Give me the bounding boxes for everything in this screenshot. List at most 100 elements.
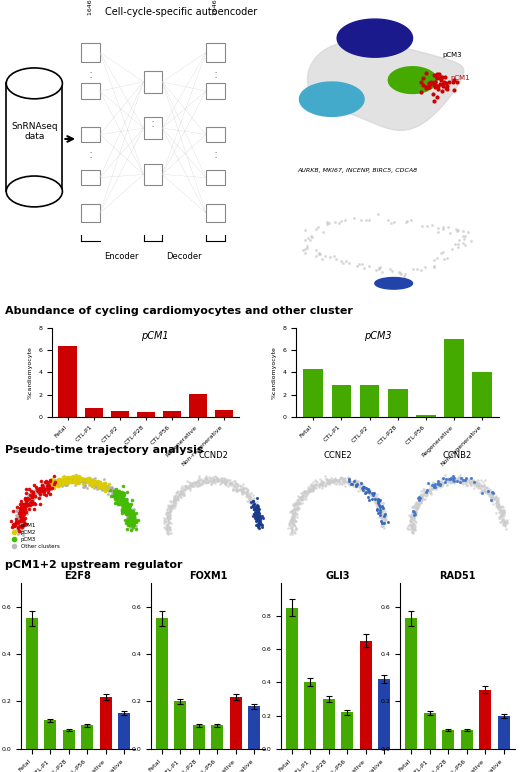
Point <box>291 527 300 540</box>
Point <box>373 487 381 499</box>
Point <box>117 495 125 507</box>
Point <box>255 515 263 527</box>
Point <box>251 501 259 513</box>
Point <box>14 523 22 536</box>
Point <box>100 472 109 485</box>
Point <box>417 485 425 497</box>
Point <box>437 476 445 489</box>
Point <box>211 470 219 482</box>
Point <box>163 510 171 523</box>
Point <box>164 520 172 533</box>
Point <box>84 472 92 484</box>
Point <box>165 512 173 524</box>
Point <box>87 476 95 489</box>
Point <box>366 214 374 226</box>
Point <box>242 488 251 500</box>
Point <box>250 499 258 511</box>
Point <box>125 519 134 531</box>
Point <box>356 478 364 490</box>
Point <box>181 482 190 494</box>
Point <box>80 476 88 489</box>
Point <box>366 485 374 497</box>
Point <box>238 482 246 495</box>
Point <box>170 496 178 508</box>
Point <box>420 482 428 495</box>
Point <box>32 481 40 493</box>
Point <box>298 493 306 506</box>
Point <box>216 478 224 490</box>
Point <box>168 498 177 510</box>
Point <box>233 478 241 490</box>
Point <box>416 489 424 501</box>
Point <box>444 221 452 233</box>
Point <box>424 486 433 498</box>
Point <box>285 519 293 531</box>
Point <box>121 496 129 509</box>
Point <box>422 486 431 498</box>
Point <box>126 510 135 522</box>
Point <box>81 479 89 492</box>
Point <box>406 523 414 535</box>
Point <box>203 476 212 489</box>
Point <box>166 501 174 513</box>
Point <box>328 475 336 487</box>
Point <box>500 516 508 528</box>
Point <box>289 516 297 529</box>
Point <box>359 482 367 495</box>
Point <box>301 487 309 499</box>
Point <box>200 474 208 486</box>
Point <box>434 83 443 95</box>
Point <box>24 496 32 509</box>
Point <box>46 488 55 500</box>
Point <box>185 476 193 489</box>
Point <box>97 482 106 495</box>
Point <box>240 482 249 495</box>
Point <box>17 518 25 530</box>
Point <box>409 520 418 533</box>
Point <box>422 484 431 496</box>
Point <box>95 481 103 493</box>
Point <box>26 489 34 501</box>
Point <box>360 484 368 496</box>
Point <box>123 493 131 505</box>
Point <box>99 479 108 492</box>
Point <box>162 522 170 534</box>
Point <box>63 475 71 487</box>
Point <box>366 486 374 498</box>
Point <box>493 496 501 509</box>
Point <box>254 510 262 522</box>
Point <box>56 473 64 486</box>
Point <box>27 496 35 509</box>
Point <box>36 488 45 500</box>
Point <box>250 503 258 515</box>
Point <box>299 486 307 498</box>
Point <box>110 486 118 499</box>
Point <box>35 482 44 495</box>
Point <box>336 476 345 489</box>
Point <box>453 476 461 488</box>
Point <box>125 512 134 524</box>
Point <box>412 496 420 508</box>
Point <box>103 488 112 500</box>
Point <box>35 485 44 497</box>
Point <box>495 512 503 524</box>
Point <box>311 249 320 262</box>
Text: pCM1: pCM1 <box>141 330 169 340</box>
Point <box>409 527 417 539</box>
Point <box>117 493 125 505</box>
Point <box>122 506 130 518</box>
Point <box>223 475 231 487</box>
Point <box>50 474 59 486</box>
Point <box>229 479 237 492</box>
Point <box>431 482 439 494</box>
Point <box>333 474 341 486</box>
Point <box>165 511 173 523</box>
Point <box>100 481 108 493</box>
Point <box>380 513 388 525</box>
Point <box>30 479 38 492</box>
Point <box>427 76 435 88</box>
Point <box>101 480 110 493</box>
Point <box>380 510 388 522</box>
Point <box>377 503 385 516</box>
Point <box>47 473 56 486</box>
